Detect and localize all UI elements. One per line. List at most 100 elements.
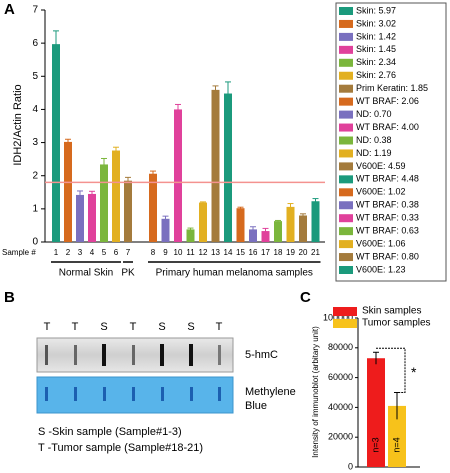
legend-swatch [339, 162, 353, 171]
x-tick-label: 19 [286, 248, 295, 257]
bar [112, 150, 120, 242]
legend-label: ND: 1.19 [356, 148, 392, 158]
legend-swatch [339, 97, 353, 106]
legend-label: ND: 0.38 [356, 135, 392, 145]
bar [64, 141, 72, 242]
bar [76, 194, 84, 242]
band [161, 387, 164, 401]
y-tick-label: 20000 [328, 432, 353, 442]
lane-label: T [216, 321, 223, 333]
legend-swatch [339, 266, 353, 274]
bar-annotation: n=3 [370, 437, 380, 452]
legend-swatch [339, 240, 353, 249]
legend-label: Prim Keratin: 1.85 [356, 83, 428, 93]
legend-swatch [339, 175, 353, 184]
legend-label: Skin: 5.97 [356, 5, 396, 15]
legend-swatch [339, 201, 353, 210]
legend-label: ND: 0.70 [356, 109, 392, 119]
legend-swatch [339, 149, 353, 158]
legend-label: Skin: 1.45 [356, 44, 396, 54]
legend-swatch [339, 45, 353, 54]
bar [88, 193, 96, 242]
band [74, 387, 77, 401]
bar [286, 206, 295, 242]
y-tick-label: 0 [32, 237, 38, 248]
bar [174, 109, 182, 242]
legend-swatch [339, 58, 353, 67]
lane-label: S [187, 321, 194, 333]
x-tick-label: 3 [78, 248, 83, 257]
legend-swatch [339, 123, 353, 132]
bar [261, 231, 270, 242]
y-axis-label: IDH2/Actin Ratio [12, 84, 24, 165]
x-tick-label: 11 [186, 248, 195, 257]
band [218, 387, 221, 401]
legend-swatch [333, 307, 357, 316]
x-tick-label: 14 [224, 248, 233, 257]
legend-box [335, 2, 447, 282]
bar [388, 405, 406, 467]
y-tick-label: 6 [32, 38, 38, 49]
legend-label: Skin: 1.42 [356, 31, 396, 41]
x-tick-label: 13 [211, 248, 220, 257]
bar [274, 221, 282, 242]
x-tick-label: 21 [311, 248, 320, 257]
x-tick-label: 6 [114, 248, 119, 257]
x-tick-label: 16 [249, 248, 258, 257]
legend-swatch [339, 188, 353, 197]
band [132, 345, 135, 365]
y-tick-label: 2 [32, 170, 38, 181]
band [45, 387, 48, 401]
blot-row-label: Blue [245, 400, 267, 412]
lane-label: S [100, 321, 107, 333]
bar [211, 89, 220, 242]
y-tick-label: 100000 [323, 312, 353, 322]
x-tick-label: 18 [274, 248, 283, 257]
bar [367, 358, 385, 467]
legend-label: Skin: 3.02 [356, 18, 396, 28]
legend-swatch [339, 136, 353, 145]
lane-label: T [44, 321, 51, 333]
legend-swatch [339, 253, 353, 262]
bar [311, 201, 320, 242]
legend-swatch [339, 19, 353, 28]
bar [149, 173, 157, 242]
legend-swatch [339, 84, 353, 93]
bar [186, 229, 195, 242]
legend-label: WT BRAF: 0.38 [356, 200, 419, 210]
y-tick-label: 3 [32, 137, 38, 148]
legend-label: WT BRAF: 0.63 [356, 226, 419, 236]
panel-label: B [4, 289, 15, 306]
y-tick-label: 4 [32, 104, 38, 115]
x-tick-label: 20 [299, 248, 308, 257]
bar [199, 202, 207, 242]
legend-swatch [339, 227, 353, 236]
band [102, 344, 106, 366]
bar [100, 164, 108, 242]
legend-label: V600E: 1.23 [356, 264, 406, 274]
lane-label: S [158, 321, 165, 333]
x-tick-label: 5 [102, 248, 107, 257]
blot-row-label: 5-hmC [245, 349, 278, 361]
legend-label: V600E: 1.02 [356, 187, 406, 197]
y-tick-label: 5 [32, 71, 38, 82]
y-axis-label: Intensity of immunoblot (arbitary unit) [311, 326, 320, 458]
legend-swatch [339, 214, 353, 223]
bar [299, 215, 307, 242]
band [45, 345, 48, 365]
bar [249, 229, 257, 242]
legend-swatch [339, 71, 353, 80]
band [189, 344, 193, 366]
legend-label: WT BRAF: 0.33 [356, 213, 419, 223]
lane-label: T [72, 321, 79, 333]
legend-label: V600E: 1.06 [356, 238, 406, 248]
y-tick-label: 80000 [328, 342, 353, 352]
x-tick-label: 12 [199, 248, 208, 257]
bar [236, 208, 245, 242]
x-tick-label: 8 [151, 248, 156, 257]
x-tick-label: 10 [174, 248, 183, 257]
y-tick-label: 60000 [328, 372, 353, 382]
group-label: Primary human melanoma samples [156, 268, 313, 279]
y-tick-label: 40000 [328, 402, 353, 412]
